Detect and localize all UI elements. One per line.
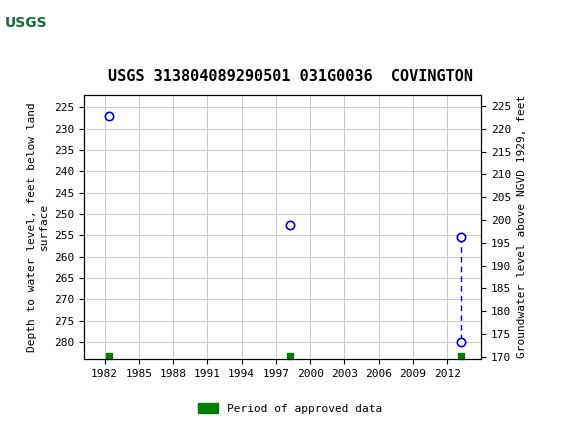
Text: USGS: USGS xyxy=(5,15,47,30)
Bar xyxy=(3,3,52,42)
Legend: Period of approved data: Period of approved data xyxy=(194,399,386,418)
Y-axis label: Groundwater level above NGVD 1929, feet: Groundwater level above NGVD 1929, feet xyxy=(517,95,527,359)
Y-axis label: Depth to water level, feet below land
surface: Depth to water level, feet below land su… xyxy=(27,102,49,352)
Text: USGS: USGS xyxy=(58,15,105,30)
Text: USGS 313804089290501 031G0036  COVINGTON: USGS 313804089290501 031G0036 COVINGTON xyxy=(107,69,473,84)
